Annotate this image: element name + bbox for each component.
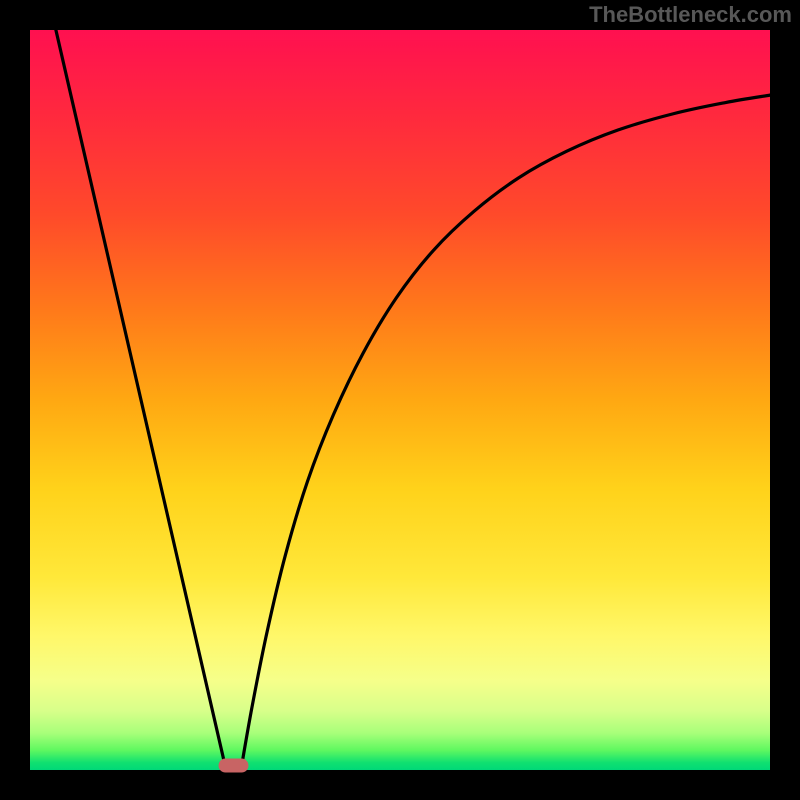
chart-container: TheBottleneck.com bbox=[0, 0, 800, 800]
bottleneck-chart-svg bbox=[0, 0, 800, 800]
optimal-point-marker bbox=[219, 759, 249, 773]
watermark-text: TheBottleneck.com bbox=[589, 2, 792, 28]
